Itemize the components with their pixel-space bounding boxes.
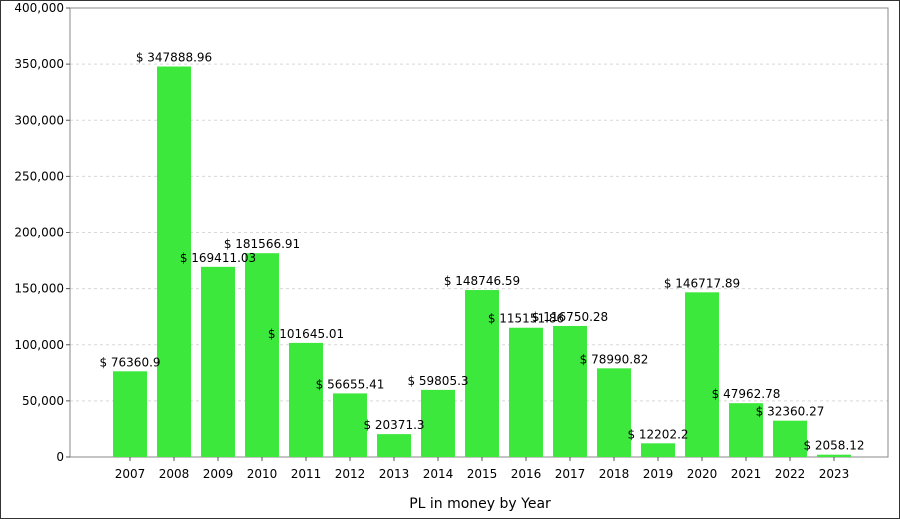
y-tick-label: 350,000 <box>14 57 64 71</box>
bar-2018 <box>597 368 631 457</box>
data-label-2017: $ 116750.28 <box>532 310 608 324</box>
x-tick-label-2011: 2011 <box>291 467 322 481</box>
data-label-2009: $ 169411.03 <box>180 251 256 265</box>
x-tick-label-2012: 2012 <box>335 467 366 481</box>
bar-2022 <box>773 420 807 457</box>
y-tick-label: 100,000 <box>14 338 64 352</box>
data-label-2015: $ 148746.59 <box>444 274 520 288</box>
bar-2013 <box>377 434 411 457</box>
y-tick-label: 150,000 <box>14 282 64 296</box>
y-tick-label: 400,000 <box>14 1 64 15</box>
y-axis: 0 50,000 100,000 150,000 200,000 250,000 300,0… <box>14 1 70 464</box>
data-label-2018: $ 78990.82 <box>580 352 649 366</box>
bar-2008 <box>157 66 191 458</box>
bar-2020 <box>685 292 719 457</box>
x-tick-label-2013: 2013 <box>379 467 410 481</box>
data-label-2020: $ 146717.89 <box>664 276 740 290</box>
x-tick-label-2008: 2008 <box>159 467 190 481</box>
data-label-2007: $ 76360.9 <box>99 355 160 369</box>
bar-2011 <box>289 342 323 457</box>
x-tick-label-2010: 2010 <box>247 467 278 481</box>
data-label-2010: $ 181566.91 <box>224 237 300 251</box>
data-label-2016: $ 115151.86 <box>488 312 564 326</box>
bar-2009 <box>201 266 235 457</box>
x-tick-label-2020: 2020 <box>687 467 718 481</box>
x-tick-label-2021: 2021 <box>731 467 762 481</box>
data-labels: $ 76360.9 $ 347888.96 $ 169411.03$ 181566.… <box>99 50 864 452</box>
x-tick-label-2018: 2018 <box>599 467 630 481</box>
x-tick-label-2007: 2007 <box>115 467 146 481</box>
x-axis-title: PL in money by Year <box>409 496 551 512</box>
data-label-2011: $ 101645.01 <box>268 327 344 341</box>
x-tick-label-2019: 2019 <box>643 467 674 481</box>
bar-2012 <box>333 393 367 457</box>
x-tick-label-2014: 2014 <box>423 467 454 481</box>
data-label-2014: $ 59805.3 <box>407 374 468 388</box>
bar-2007 <box>113 371 147 457</box>
x-tick-label-2022: 2022 <box>775 467 806 481</box>
y-tick-label: 250,000 <box>14 169 64 183</box>
bar-2016 <box>509 327 543 457</box>
data-label-2019: $ 12202.2 <box>627 427 688 441</box>
x-tick-label-2015: 2015 <box>467 467 498 481</box>
bar-2021 <box>729 403 763 457</box>
data-label-2012: $ 56655.41 <box>316 377 385 391</box>
bar-2015 <box>465 290 499 457</box>
data-label-2023: $ 2058.12 <box>803 439 864 453</box>
bars <box>113 66 851 458</box>
y-tick-label: 200,000 <box>14 226 64 240</box>
y-tick-label: 300,000 <box>14 113 64 127</box>
data-label-2022: $ 32360.27 <box>756 405 825 419</box>
bar-2019 <box>641 443 675 457</box>
x-tick-label-2009: 2009 <box>203 467 234 481</box>
bar-2014 <box>421 389 455 457</box>
bar-2010 <box>245 253 279 457</box>
data-label-2008: $ 347888.96 <box>136 50 212 64</box>
data-label-2021: $ 47962.78 <box>712 387 781 401</box>
x-axis: 2007 2008 2009 2010 2011 2012 2013 2014 2015 2016… <box>115 457 850 481</box>
data-label-2013: $ 20371.3 <box>363 418 424 432</box>
x-tick-label-2023: 2023 <box>819 467 850 481</box>
y-tick-label: 50,000 <box>22 394 64 408</box>
y-tick-label: 0 <box>56 450 64 464</box>
x-tick-label-2016: 2016 <box>511 467 542 481</box>
x-tick-label-2017: 2017 <box>555 467 586 481</box>
bar-2017 <box>553 325 587 457</box>
bar-2023 <box>817 454 851 457</box>
